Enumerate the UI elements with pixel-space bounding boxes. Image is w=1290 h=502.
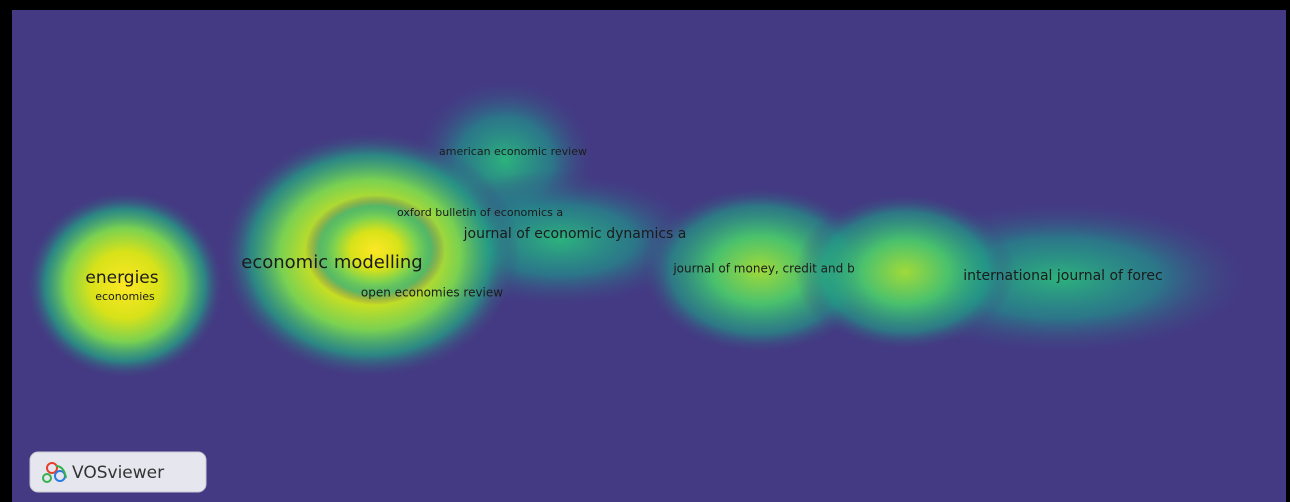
map-label: economies — [95, 290, 155, 303]
map-label: american economic review — [439, 145, 587, 158]
map-label: economic modelling — [241, 252, 422, 273]
map-label: journal of economic dynamics a — [463, 226, 687, 242]
logo-box — [29, 451, 207, 493]
map-label: open economies review — [361, 286, 503, 300]
logo-icon — [42, 462, 67, 483]
density-blob — [305, 195, 445, 305]
logo-text: VOSviewer — [72, 463, 164, 483]
density-blob — [795, 192, 1015, 352]
density-blob — [25, 190, 225, 380]
map-label: energies — [85, 268, 158, 288]
density — [25, 75, 1260, 380]
map-label: oxford bulletin of economics a — [397, 206, 563, 219]
logo: VOSviewer — [29, 451, 207, 493]
map-label: journal of money, credit and b — [672, 262, 854, 276]
map-label: international journal of forec — [963, 268, 1162, 284]
